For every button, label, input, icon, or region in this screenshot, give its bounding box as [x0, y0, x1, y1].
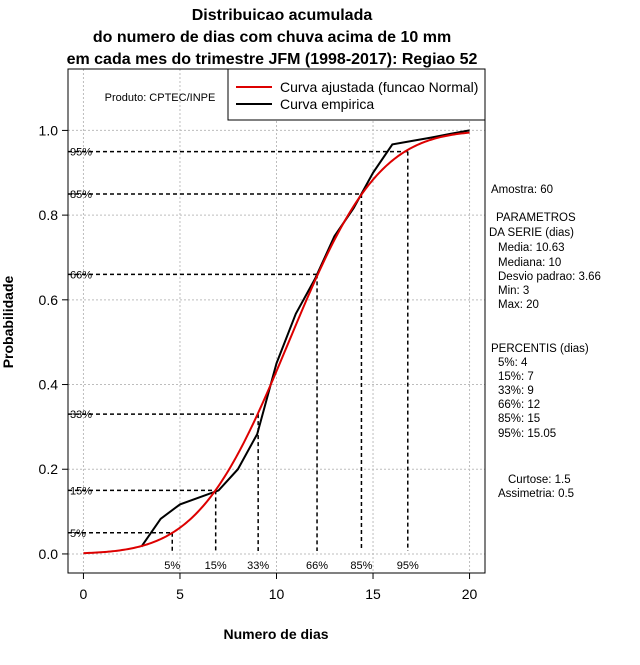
percentile-x-label: 66%: [306, 560, 328, 572]
percentile-y-label: 15%: [70, 485, 92, 497]
percentile-x-label: 85%: [350, 560, 372, 572]
chart-title-line-3: em cada mes do trimestre JFM (1998-2017)…: [67, 51, 478, 68]
chart-title-line-1: Distribuicao acumulada: [192, 7, 373, 24]
stats-percentil-item: 66%: 12: [498, 399, 540, 411]
stats-percentis-title: PERCENTIS (dias): [491, 343, 589, 355]
stats-curtose: Curtose: 1.5: [508, 474, 571, 486]
percentile-x-label: 33%: [247, 560, 269, 572]
stats-assimetria: Assimetria: 0.5: [498, 488, 574, 500]
stats-param-item: Mediana: 10: [498, 257, 561, 269]
percentile-y-label: 66%: [70, 269, 92, 281]
legend-label-fitted: Curva ajustada (funcao Normal): [280, 79, 478, 95]
stats-params-title-2: DA SERIE (dias): [489, 227, 574, 239]
product-label: Produto: CPTEC/INPE: [105, 92, 216, 104]
stats-param-item: Min: 3: [498, 285, 529, 297]
axes: 0 5 10 15 20 0.0 0.2 0.4 0.6 0.8 1.0: [39, 122, 478, 602]
y-tick-label: 0.6: [39, 292, 59, 308]
percentile-x-label: 15%: [205, 560, 227, 572]
y-tick-label: 0.0: [39, 546, 59, 562]
percentile-y-label: 95%: [70, 147, 92, 159]
y-tick-label: 0.8: [39, 207, 59, 223]
stats-percentil-item: 85%: 15: [498, 413, 540, 425]
chart-title: Distribuicao acumulada do numero de dias…: [67, 7, 478, 68]
stats-amostra: Amostra: 60: [491, 184, 553, 196]
stats-params-title-1: PARAMETROS: [496, 212, 576, 224]
x-tick-label: 10: [269, 586, 285, 602]
stats-percentil-item: 5%: 4: [498, 357, 528, 369]
stats-percentil-item: 33%: 9: [498, 385, 534, 397]
chart-title-line-2: do numero de dias com chuva acima de 10 …: [93, 29, 451, 46]
stats-panel: Amostra: 60 PARAMETROS DA SERIE (dias) M…: [489, 184, 601, 500]
x-tick-label: 0: [80, 586, 88, 602]
stats-percentil-item: 15%: 7: [498, 371, 534, 383]
stats-param-item: Media: 10.63: [498, 242, 565, 254]
stats-param-item: Desvio padrao: 3.66: [498, 271, 601, 283]
x-tick-label: 5: [176, 586, 184, 602]
series-layer: [83, 129, 470, 555]
y-tick-label: 0.2: [39, 461, 59, 477]
percentile-x-label: 5%: [164, 560, 180, 572]
legend-label-empirical: Curva empirica: [280, 96, 374, 112]
series-empirical-line: [140, 129, 470, 548]
stats-percentil-item: 95%: 15.05: [498, 428, 556, 440]
percentile-reference-lines: 5% 5% 15% 15% 33% 33% 66% 66% 85% 85% 95% 95%: [68, 147, 419, 572]
legend-box: [227, 68, 486, 121]
stats-param-item: Max: 20: [498, 299, 539, 311]
y-tick-label: 1.0: [39, 122, 59, 138]
x-axis-title: Numero de dias: [223, 626, 328, 642]
x-tick-label: 20: [462, 586, 478, 602]
percentile-y-label: 33%: [70, 409, 92, 421]
series-fitted-normal-line: [83, 131, 470, 555]
percentile-x-label: 95%: [397, 560, 419, 572]
x-tick-label: 15: [365, 586, 381, 602]
legend: Curva ajustada (funcao Normal) Curva emp…: [227, 68, 486, 121]
grid-lines: [68, 69, 485, 573]
percentile-y-label: 5%: [70, 528, 86, 540]
y-tick-label: 0.4: [39, 377, 59, 393]
percentile-y-label: 85%: [70, 189, 92, 201]
y-axis-title: Probabilidade: [0, 276, 16, 369]
